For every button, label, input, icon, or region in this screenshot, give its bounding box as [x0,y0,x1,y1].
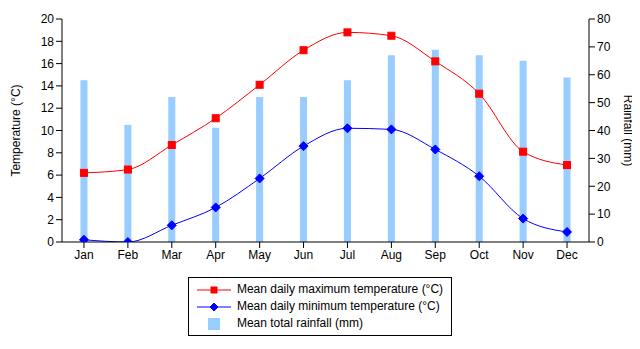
svg-text:Dec: Dec [556,248,577,262]
svg-text:Aug: Aug [381,248,402,262]
svg-text:6: 6 [47,168,54,182]
svg-text:30: 30 [597,152,611,166]
svg-text:12: 12 [41,101,55,115]
svg-text:20: 20 [597,180,611,194]
svg-text:80: 80 [597,12,611,26]
svg-text:Jan: Jan [74,248,93,262]
svg-text:20: 20 [41,12,55,26]
svg-text:10: 10 [41,124,55,138]
svg-text:16: 16 [41,57,55,71]
html-text:Mean daily maximum temperature: Mean daily maximum temperature (°C) [236,282,444,296]
svg-text:2: 2 [47,213,54,227]
svg-text:Rainfall (mm): Rainfall (mm) [621,95,632,166]
html-text:Mean daily minimum temperature: Mean daily minimum temperature (°C) [236,299,440,313]
svg-text:Sep: Sep [425,248,447,262]
svg-text:Apr: Apr [206,248,225,262]
svg-text:Jun: Jun [294,248,313,262]
svg-text:Mar: Mar [161,248,182,262]
svg-text:18: 18 [41,35,55,49]
svg-text:Temperature (°C): Temperature (°C) [9,84,23,176]
svg-text:0: 0 [47,235,54,249]
svg-text:Nov: Nov [512,248,533,262]
html-text:Mean total rainfall (mm): Mean total rainfall (mm) [236,316,363,330]
svg-text:4: 4 [47,191,54,205]
svg-text:70: 70 [597,40,611,54]
svg-text:40: 40 [597,124,611,138]
svg-text:8: 8 [47,146,54,160]
svg-text:Feb: Feb [118,248,139,262]
svg-text:Oct: Oct [470,248,489,262]
svg-text:May: May [248,248,271,262]
svg-text:10: 10 [597,207,611,221]
svg-text:0: 0 [597,235,604,249]
svg-text:60: 60 [597,68,611,82]
svg-text:Jul: Jul [340,248,355,262]
svg-text:50: 50 [597,96,611,110]
svg-text:14: 14 [41,79,55,93]
